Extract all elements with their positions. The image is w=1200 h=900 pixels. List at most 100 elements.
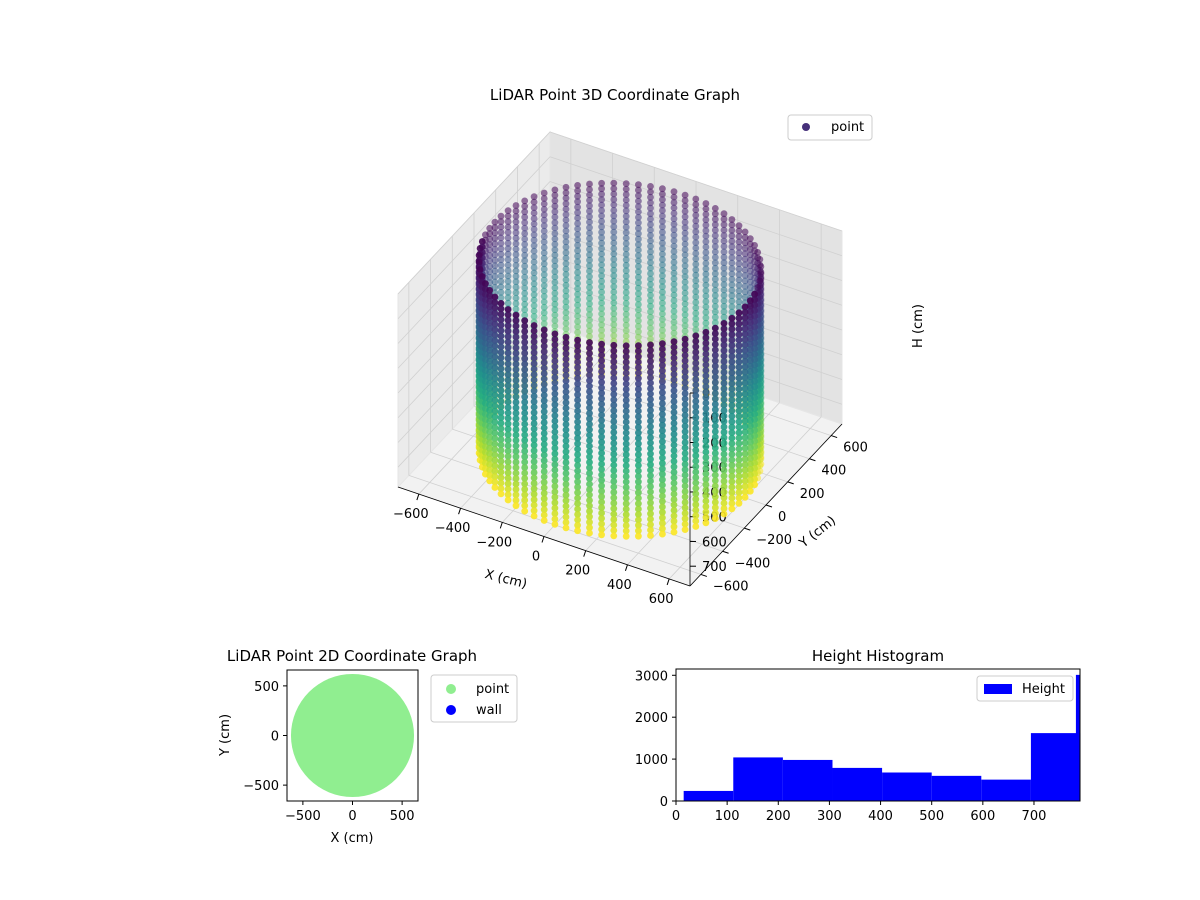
lidar-3d-point (635, 342, 642, 350)
lidar-3d-point (702, 254, 710, 262)
lidar-3d-point (735, 249, 743, 257)
lidar-3d-point (692, 293, 700, 301)
lidar-3d-point (598, 525, 605, 533)
lidar-3d-point (521, 284, 529, 292)
lidar-3d-point (681, 362, 689, 370)
lidar-3d-point (540, 419, 548, 426)
lidar-3d-point (574, 358, 581, 366)
lidar-3d-point (504, 349, 512, 357)
lidar-3d-point (540, 314, 548, 322)
lidar-3d-point (521, 475, 529, 482)
lidar-3d-point (598, 438, 605, 446)
lidar-3d-point (647, 270, 654, 277)
lidar-3d-point (692, 359, 700, 367)
lidar-3d-y-tick-label: 400 (821, 464, 846, 479)
lidar-3d-point (586, 350, 593, 357)
lidar-3d-point (711, 433, 719, 441)
lidar-3d-point (692, 419, 700, 427)
lidar-3d-point (551, 423, 559, 430)
lidar-3d-point (711, 498, 719, 506)
lidar-3d-point (692, 387, 700, 394)
lidar-3d-y-tick (722, 550, 729, 554)
lidar-3d-point (530, 463, 538, 471)
lidar-3d-point (647, 521, 654, 528)
lidar-3d-point (622, 316, 630, 324)
lidar-3d-point (610, 439, 618, 447)
lidar-3d-point (692, 211, 700, 219)
lidar-3d-point (635, 413, 642, 420)
lidar-3d-point (491, 256, 499, 264)
lidar-3d-point (512, 366, 520, 373)
lidar-3d-point (598, 196, 605, 204)
lidar-3d-point (635, 429, 642, 437)
lidar-3d-point (746, 308, 754, 315)
lidar-3d-point (540, 457, 548, 464)
lidar-3d-point (551, 346, 559, 354)
lidar-3d-point (659, 470, 666, 478)
lidar-3d-point (647, 472, 654, 479)
lidar-3d-point (757, 263, 765, 270)
lidar-3d-point (530, 338, 538, 346)
lidar-3d-point (540, 309, 548, 317)
lidar-3d-point (692, 506, 700, 514)
lidar-3d-point (574, 187, 581, 195)
lidar-3d-point (574, 274, 581, 282)
height-histogram-bar (1030, 733, 1081, 801)
lidar-3d-point (491, 309, 499, 317)
lidar-3d-point (530, 496, 538, 504)
lidar-3d-point (720, 439, 728, 447)
lidar-3d-point (574, 269, 581, 276)
lidar-3d-point (598, 378, 605, 386)
lidar-3d-point (735, 303, 743, 311)
lidar-3d-point (681, 300, 689, 308)
lidar-3d-point (720, 253, 728, 261)
lidar-3d-point (562, 470, 570, 477)
lidar-3d-point (486, 352, 494, 360)
lidar-3d-point (702, 287, 710, 294)
lidar-3d-point (635, 440, 642, 448)
lidar-3d-point (692, 201, 700, 208)
lidar-3d-point (491, 456, 499, 464)
lidar-3d-point (586, 294, 593, 302)
lidar-3d-point (486, 308, 494, 316)
lidar-3d-point (521, 344, 529, 352)
lidar-3d-point (598, 321, 605, 329)
lidar-3d-point (586, 251, 593, 259)
lidar-3d-point (720, 385, 728, 393)
lidar-3d-point (521, 273, 529, 281)
lidar-3d-point (735, 456, 743, 464)
lidar-3d-point (635, 445, 642, 453)
lidar-3d-point (622, 245, 630, 253)
lidar-3d-point (659, 185, 666, 193)
lidar-3d-point (562, 183, 570, 191)
lidar-3d-point (635, 252, 642, 259)
lidar-3d-point (540, 435, 548, 443)
lidar-3d-point (574, 198, 581, 206)
lidar-2d-plot-area (290, 673, 415, 798)
lidar-3d-point (702, 475, 710, 483)
lidar-3d-point (741, 494, 749, 501)
lidar-3d-point (610, 179, 618, 187)
lidar-3d-point (521, 251, 529, 259)
lidar-3d-point (681, 401, 689, 408)
lidar-3d-point (598, 515, 605, 522)
lidar-3d-point (728, 380, 736, 387)
lidar-3d-point (735, 483, 743, 491)
lidar-3d-point (720, 281, 728, 288)
lidar-3d-point (741, 450, 749, 458)
lidar-3d-point (728, 270, 736, 278)
lidar-3d-point (635, 333, 642, 341)
lidar-3d-point (540, 446, 548, 454)
lidar-3d-point (741, 406, 749, 414)
lidar-3d-point (670, 193, 678, 201)
lidar-3d-point (491, 451, 499, 459)
lidar-3d-point (574, 280, 581, 287)
lidar-3d-point (659, 356, 666, 364)
height-histogram-axes: Height Histogram 0 100 200 300 400 500 600 7000… (635, 647, 1081, 824)
lidar-3d-point (530, 441, 538, 449)
lidar-3d-point (659, 201, 666, 209)
lidar-3d-point (647, 199, 654, 207)
lidar-3d-point (647, 330, 654, 337)
lidar-3d-title: LiDAR Point 3D Coordinate Graph (490, 86, 740, 104)
lidar-3d-point (497, 289, 505, 296)
